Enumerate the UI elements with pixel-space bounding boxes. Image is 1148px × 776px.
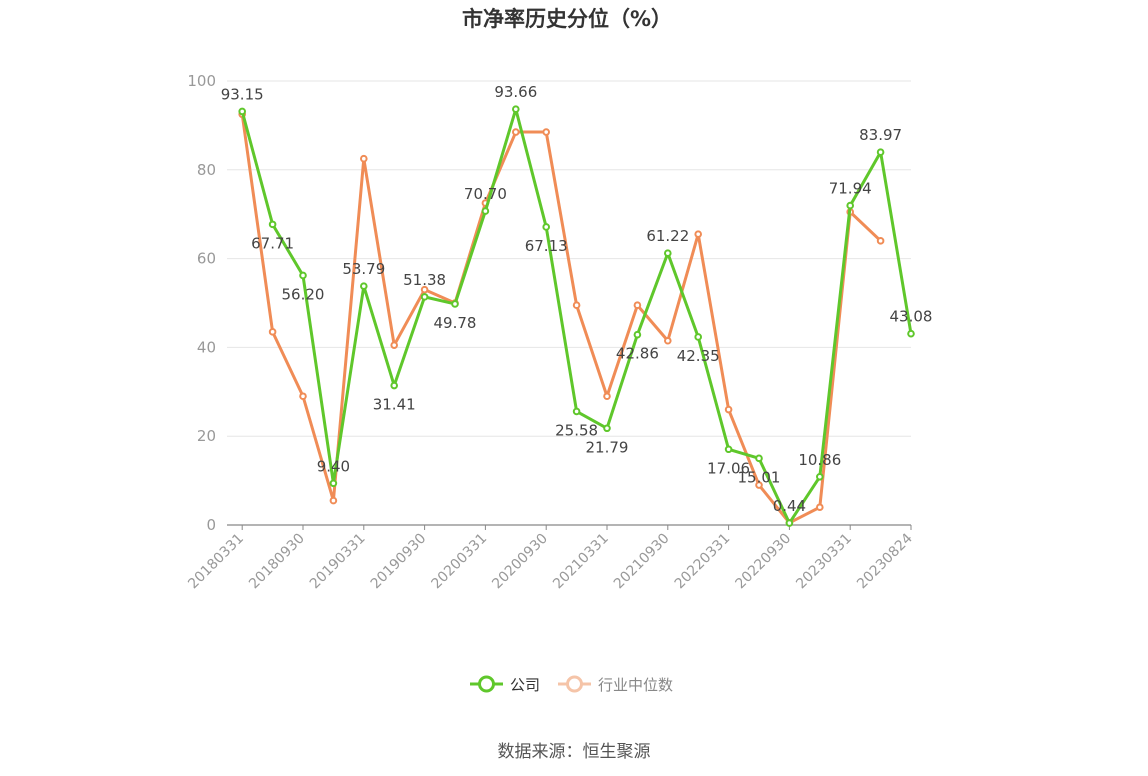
company-data-point[interactable] xyxy=(724,445,733,454)
y-tick-label: 60 xyxy=(197,250,216,268)
company-data-point[interactable] xyxy=(238,107,246,116)
industry-median-data-point[interactable] xyxy=(268,328,277,336)
company-data-point[interactable] xyxy=(390,381,399,390)
company-data-point[interactable] xyxy=(360,282,368,290)
company-data-label: 83.97 xyxy=(859,126,902,144)
company-data-point[interactable] xyxy=(876,148,885,156)
y-tick-label: 80 xyxy=(197,161,216,179)
company-data-point[interactable] xyxy=(481,207,490,215)
series-layer xyxy=(238,105,915,527)
legend: 公司 行业中位数 xyxy=(470,675,673,694)
x-tick-label: 20190331 xyxy=(307,531,369,593)
chart-title: 市净率历史分位（%） xyxy=(462,7,672,31)
industry-median-data-point[interactable] xyxy=(664,336,672,345)
x-tick-label: 20210331 xyxy=(550,531,612,593)
company-data-label: 42.35 xyxy=(677,347,720,365)
company-data-label: 51.38 xyxy=(403,271,446,289)
legend-industry-marker xyxy=(566,675,583,693)
data-labels: 93.15 67.71 56.20 9.40 53.79 31.41 51.38 49.78 7… xyxy=(221,83,933,515)
company-data-label: 67.13 xyxy=(525,237,568,255)
x-tick-label: 20200331 xyxy=(429,531,491,593)
y-tick-label: 40 xyxy=(197,338,216,356)
company-data-label: 10.86 xyxy=(798,451,841,469)
company-data-point[interactable] xyxy=(268,220,277,229)
industry-median-series-line xyxy=(240,114,882,525)
company-data-point[interactable] xyxy=(451,300,459,308)
company-data-point[interactable] xyxy=(512,105,520,113)
source-note: 数据来源：恒生聚源 xyxy=(498,742,651,762)
legend-industry-label: 行业中位数 xyxy=(598,676,673,694)
company-data-point[interactable] xyxy=(603,424,611,433)
company-data-label: 53.79 xyxy=(342,260,385,278)
company-data-point[interactable] xyxy=(785,519,794,527)
industry-median-data-point[interactable] xyxy=(512,128,520,136)
industry-median-data-point[interactable] xyxy=(876,237,885,245)
company-data-point[interactable] xyxy=(694,333,703,341)
company-data-label: 61.22 xyxy=(646,227,689,245)
company-data-label: 25.58 xyxy=(555,421,598,439)
company-data-label: 93.66 xyxy=(494,83,537,101)
company-data-label: 31.41 xyxy=(373,396,416,414)
company-data-point[interactable] xyxy=(542,223,551,231)
y-axis: 0 20 40 60 80 100 xyxy=(187,72,216,534)
legend-company-marker xyxy=(478,675,495,693)
industry-median-data-point[interactable] xyxy=(816,503,824,512)
company-data-label: 70.70 xyxy=(464,185,507,203)
industry-median-data-point[interactable] xyxy=(572,301,581,310)
company-data-label: 15.01 xyxy=(738,468,781,486)
company-data-label: 9.40 xyxy=(317,457,350,475)
company-data-label: 93.15 xyxy=(221,85,264,103)
company-data-point[interactable] xyxy=(329,479,338,488)
x-tick-label: 20210930 xyxy=(611,531,673,593)
industry-median-data-point[interactable] xyxy=(724,405,733,414)
industry-median-data-point[interactable] xyxy=(755,481,763,489)
industry-median-data-point[interactable] xyxy=(329,496,338,505)
company-data-point[interactable] xyxy=(420,293,429,301)
legend-item-industry-median[interactable]: 行业中位数 xyxy=(558,675,673,694)
industry-median-data-point[interactable] xyxy=(390,341,399,349)
company-data-label: 0.44 xyxy=(773,497,806,515)
y-tick-label: 100 xyxy=(187,72,216,90)
company-data-label: 17.06 xyxy=(707,459,750,477)
company-data-label: 56.20 xyxy=(282,285,325,303)
company-data-point[interactable] xyxy=(846,201,855,210)
industry-median-data-point[interactable] xyxy=(420,285,429,294)
x-tick-label: 20230824 xyxy=(854,530,916,592)
y-tick-label: 20 xyxy=(197,427,216,445)
x-tick-label: 20180331 xyxy=(185,531,247,593)
x-tick-label: 20220331 xyxy=(672,531,734,593)
legend-company-label: 公司 xyxy=(510,676,540,694)
x-axis: 20180331 20180930 20190331 20190930 20200331… xyxy=(185,524,916,593)
x-tick-label: 20220930 xyxy=(733,531,795,593)
company-data-label: 71.94 xyxy=(829,180,872,198)
industry-median-data-point[interactable] xyxy=(542,128,551,136)
x-tick-label: 20230331 xyxy=(793,531,855,593)
company-data-point[interactable] xyxy=(664,249,672,257)
legend-item-company[interactable]: 公司 xyxy=(470,675,540,694)
x-tick-label: 20190930 xyxy=(368,531,430,593)
y-tick-label: 0 xyxy=(206,516,216,534)
company-data-label: 43.08 xyxy=(890,308,933,326)
company-data-point[interactable] xyxy=(907,329,915,338)
company-data-point[interactable] xyxy=(755,454,763,463)
industry-median-data-point[interactable] xyxy=(360,154,368,163)
company-data-point[interactable] xyxy=(633,330,642,339)
x-tick-label: 20200930 xyxy=(489,531,551,593)
industry-median-data-point[interactable] xyxy=(694,230,703,238)
company-data-label: 67.71 xyxy=(251,234,294,252)
company-data-point[interactable] xyxy=(299,271,307,280)
company-data-label: 42.86 xyxy=(616,345,659,363)
industry-median-data-point[interactable] xyxy=(633,301,642,310)
industry-median-data-point[interactable] xyxy=(603,392,611,401)
industry-median-data-point[interactable] xyxy=(299,392,307,401)
company-data-point[interactable] xyxy=(816,472,824,481)
x-tick-label: 20180930 xyxy=(246,531,308,593)
company-data-point[interactable] xyxy=(572,407,581,416)
company-data-label: 49.78 xyxy=(434,314,477,332)
company-data-label: 21.79 xyxy=(586,438,629,456)
